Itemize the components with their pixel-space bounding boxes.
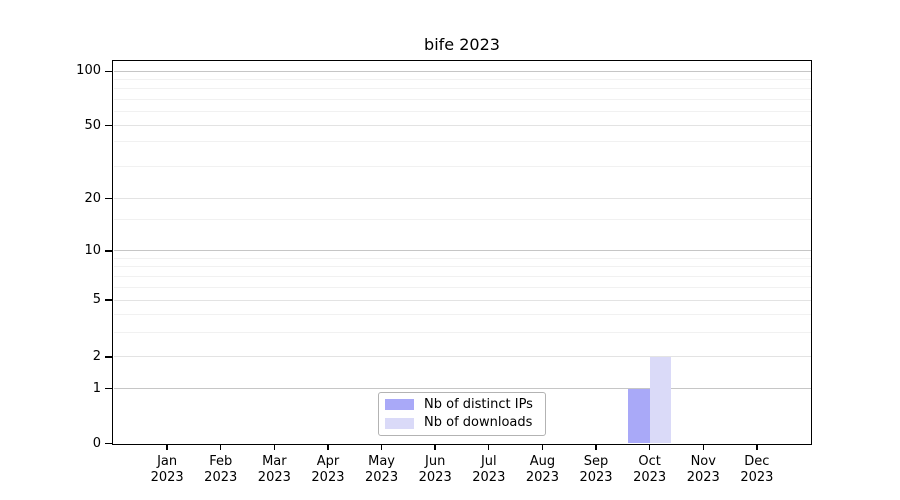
x-tick-jun <box>434 445 436 450</box>
x-tick-sep <box>595 445 597 450</box>
x-tick-label-aug: Aug 2023 <box>514 454 570 486</box>
month-label: Mar <box>262 453 287 469</box>
month-label: Dec <box>744 453 770 469</box>
x-tick-label-oct: Oct 2023 <box>622 454 678 486</box>
month-label: Sep <box>583 453 609 469</box>
y-gridline-90 <box>113 78 811 80</box>
x-tick-label-nov: Nov 2023 <box>675 454 731 486</box>
x-tick-apr <box>327 445 329 450</box>
x-tick-jan <box>166 445 168 450</box>
y-tick-label-5: 5 <box>92 292 101 308</box>
y-tick-20 <box>105 197 112 200</box>
x-tick-dec <box>756 445 758 450</box>
chart-title: bife 2023 <box>424 35 500 54</box>
y-tick-2 <box>105 356 112 358</box>
legend-swatch-nb-of-downloads <box>385 418 414 429</box>
legend-label: Nb of downloads <box>424 415 533 431</box>
y-tick-10 <box>105 250 112 252</box>
y-gridline-5 <box>113 299 811 301</box>
month-label: May <box>368 453 395 469</box>
y-gridline-100 <box>113 70 811 72</box>
x-tick-feb <box>220 445 222 450</box>
y-gridline-80 <box>113 88 811 90</box>
y-gridline-6 <box>113 286 811 288</box>
x-tick-label-sep: Sep 2023 <box>568 454 624 486</box>
y-tick-1 <box>105 387 112 390</box>
y-gridline-30 <box>113 165 811 167</box>
x-tick-jul <box>488 445 490 450</box>
year-label: 2023 <box>740 469 774 485</box>
x-tick-label-mar: Mar 2023 <box>246 454 302 486</box>
month-label: Aug <box>529 453 556 469</box>
x-tick-label-jul: Jul 2023 <box>461 454 517 486</box>
y-tick-label-2: 2 <box>92 348 101 364</box>
year-label: 2023 <box>472 469 506 485</box>
month-label: Oct <box>638 453 661 469</box>
y-gridline-20 <box>113 198 811 200</box>
y-gridline-8 <box>113 266 811 268</box>
y-tick-label-50: 50 <box>84 117 101 133</box>
year-label: 2023 <box>204 469 238 485</box>
x-tick-aug <box>541 445 544 450</box>
y-gridline-4 <box>113 314 811 316</box>
y-gridline-15 <box>113 219 811 221</box>
y-tick-label-20: 20 <box>84 190 101 206</box>
month-label: Jan <box>157 453 178 469</box>
x-tick-mar <box>273 445 276 450</box>
y-tick-0 <box>105 442 112 445</box>
y-tick-label-100: 100 <box>76 63 101 79</box>
month-label: Apr <box>316 453 340 469</box>
y-gridline-2 <box>113 356 811 358</box>
y-gridline-1 <box>113 388 811 390</box>
nb-of-downloads-bar-oct <box>649 356 672 444</box>
month-label: Jun <box>425 453 446 469</box>
year-label: 2023 <box>579 469 613 485</box>
y-tick-50 <box>105 125 112 127</box>
y-gridline-10 <box>113 250 811 252</box>
y-tick-label-1: 1 <box>92 380 101 396</box>
y-tick-label-10: 10 <box>84 242 101 258</box>
y-gridline-60 <box>113 111 811 113</box>
legend-swatch-nb-of-distinct-ips <box>385 399 414 410</box>
y-tick-5 <box>105 299 112 301</box>
legend-item-nb-of-distinct-ips: Nb of distinct IPs <box>385 396 541 414</box>
year-label: 2023 <box>633 469 667 485</box>
year-label: 2023 <box>365 469 399 485</box>
y-gridline-3 <box>113 331 811 333</box>
x-tick-label-jan: Jan 2023 <box>139 454 195 486</box>
x-tick-label-dec: Dec 2023 <box>729 454 785 486</box>
x-tick-label-feb: Feb 2023 <box>193 454 249 486</box>
y-gridline-7 <box>113 275 811 277</box>
y-gridline-70 <box>113 98 811 100</box>
x-tick-oct <box>648 445 651 450</box>
month-label: Nov <box>690 453 716 469</box>
x-tick-label-apr: Apr 2023 <box>300 454 356 486</box>
year-label: 2023 <box>257 469 291 485</box>
x-tick-may <box>380 445 383 450</box>
year-label: 2023 <box>311 469 345 485</box>
year-label: 2023 <box>686 469 720 485</box>
nb-of-distinct-ips-bar-oct <box>628 388 650 444</box>
year-label: 2023 <box>150 469 184 485</box>
legend-item-nb-of-downloads: Nb of downloads <box>385 414 541 432</box>
x-tick-label-may: May 2023 <box>354 454 410 486</box>
y-tick-label-0: 0 <box>92 435 101 451</box>
y-tick-100 <box>105 70 112 72</box>
y-gridline-40 <box>113 141 811 143</box>
y-gridline-50 <box>113 125 811 127</box>
year-label: 2023 <box>418 469 452 485</box>
year-label: 2023 <box>525 469 559 485</box>
legend: Nb of distinct IPs Nb of downloads <box>378 392 546 436</box>
x-tick-label-jun: Jun 2023 <box>407 454 463 486</box>
y-gridline-9 <box>113 258 811 260</box>
month-label: Feb <box>209 453 233 469</box>
legend-label: Nb of distinct IPs <box>424 396 533 412</box>
month-label: Jul <box>480 453 497 469</box>
x-tick-nov <box>702 445 704 450</box>
